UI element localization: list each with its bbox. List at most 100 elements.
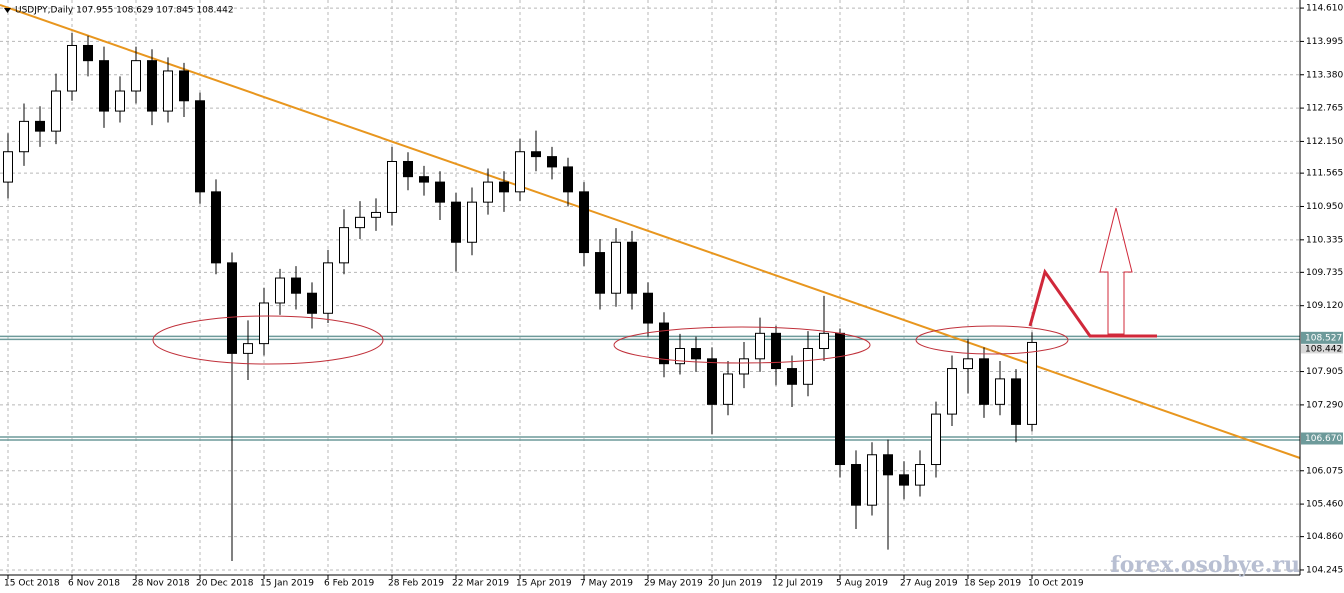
- candle-body: [691, 348, 701, 360]
- candle-body: [291, 277, 301, 294]
- y-tick-label: 113.380: [1306, 70, 1343, 80]
- x-tick-label: 28 Feb 2019: [388, 579, 444, 589]
- candle-body: [675, 348, 685, 365]
- candle-body: [243, 343, 253, 354]
- y-tick-label: 111.565: [1306, 169, 1343, 179]
- candle-body: [595, 252, 605, 294]
- y-tick-label: 113.995: [1306, 37, 1343, 47]
- x-tick-label: 28 Nov 2018: [132, 579, 190, 589]
- candle-body: [627, 241, 637, 294]
- y-tick-label: 107.905: [1306, 367, 1343, 377]
- zone-ellipse: [915, 325, 1069, 355]
- candle-body: [19, 120, 29, 153]
- candle-body: [275, 277, 285, 304]
- candle-body: [739, 358, 749, 375]
- watermark: forex.osobye.ru: [1110, 552, 1300, 578]
- y-tick-label: 104.860: [1306, 532, 1343, 542]
- y-tick-label: 112.150: [1306, 137, 1343, 147]
- candle-body: [723, 373, 733, 405]
- y-tick-label: 105.460: [1306, 500, 1343, 510]
- y-tick-label: 110.950: [1306, 202, 1343, 212]
- candle-body: [211, 191, 221, 264]
- x-tick-label: 15 Oct 2018: [4, 579, 60, 589]
- x-tick-label: 15 Jan 2019: [260, 579, 314, 589]
- candle-body: [531, 151, 541, 158]
- x-tick-label: 20 Dec 2018: [196, 579, 254, 589]
- candle-body: [931, 413, 941, 466]
- candle-body: [3, 151, 13, 183]
- candle-body: [259, 302, 269, 345]
- x-tick-label: 10 Oct 2019: [1028, 579, 1084, 589]
- candle-body: [579, 191, 589, 254]
- candle-body: [883, 454, 893, 476]
- candle-body: [435, 181, 445, 203]
- y-tick-label: 114.610: [1306, 4, 1343, 14]
- candle-body: [99, 60, 109, 112]
- level-label: 106.670: [1305, 434, 1342, 444]
- forecast-path: [1028, 268, 1157, 338]
- candle-body: [355, 216, 365, 229]
- candle-body: [403, 160, 413, 178]
- candle-body: [387, 160, 397, 213]
- candle-body: [1011, 378, 1021, 425]
- candle-body: [819, 332, 829, 350]
- candle-body: [67, 44, 77, 92]
- candle-body: [515, 151, 525, 193]
- candle-body: [51, 90, 61, 132]
- level-label: 108.527: [1305, 333, 1342, 343]
- candle-body: [867, 454, 877, 506]
- candle-body: [323, 262, 333, 314]
- candle-body: [787, 368, 797, 385]
- level-label-box: [1301, 331, 1343, 344]
- x-tick-label: 22 Mar 2019: [452, 579, 509, 589]
- y-tick-label: 109.735: [1306, 268, 1343, 278]
- y-tick-label: 110.335: [1306, 235, 1343, 245]
- price-label-box: [1301, 344, 1343, 354]
- candle-body: [643, 292, 653, 324]
- y-tick-label: 112.765: [1306, 104, 1343, 114]
- candle-body: [467, 201, 477, 243]
- candle-body: [131, 60, 141, 92]
- y-tick-label: 107.290: [1306, 400, 1343, 410]
- candle-body: [803, 348, 813, 385]
- candle-body: [835, 332, 845, 466]
- x-tick-label: 6 Nov 2018: [68, 579, 120, 589]
- grid: [0, 0, 1300, 575]
- candle-body: [755, 332, 765, 360]
- x-tick-label: 12 Jul 2019: [772, 579, 823, 589]
- price-label: 108.442: [1305, 344, 1342, 354]
- candle-body: [563, 166, 573, 193]
- x-tick-label: 18 Sep 2019: [964, 579, 1021, 589]
- candle-body: [419, 176, 429, 183]
- candle-body: [371, 211, 381, 218]
- candle-body: [979, 358, 989, 405]
- x-tick-label: 5 Aug 2019: [836, 579, 888, 589]
- candle-body: [339, 227, 349, 264]
- y-tick-label: 106.075: [1306, 466, 1343, 476]
- chart-title: USDJPY,Daily 107.955 108.629 107.845 108…: [15, 6, 234, 16]
- x-tick-label: 7 May 2019: [580, 579, 633, 589]
- x-tick-label: 29 May 2019: [644, 579, 703, 589]
- candle-body: [83, 44, 93, 62]
- candle-body: [659, 322, 669, 365]
- candle-body: [899, 474, 909, 486]
- x-tick-label: 20 Jun 2019: [708, 579, 762, 589]
- candles: [3, 33, 1037, 562]
- x-tick-label: 15 Apr 2019: [516, 579, 572, 589]
- candle-body: [771, 332, 781, 370]
- candle-body: [483, 181, 493, 203]
- candle-body: [179, 70, 189, 102]
- candle-body: [115, 90, 125, 112]
- candle-body: [1027, 341, 1037, 425]
- candle-body: [851, 464, 861, 506]
- candle-body: [147, 60, 157, 112]
- candle-body: [163, 70, 173, 112]
- candle-body: [451, 201, 461, 243]
- x-tick-label: 27 Aug 2019: [900, 579, 958, 589]
- candle-body: [995, 378, 1005, 405]
- zone-ellipse: [613, 326, 871, 364]
- candle-body: [307, 292, 317, 314]
- trend-line: [0, 4, 1301, 459]
- candle-body: [707, 358, 717, 405]
